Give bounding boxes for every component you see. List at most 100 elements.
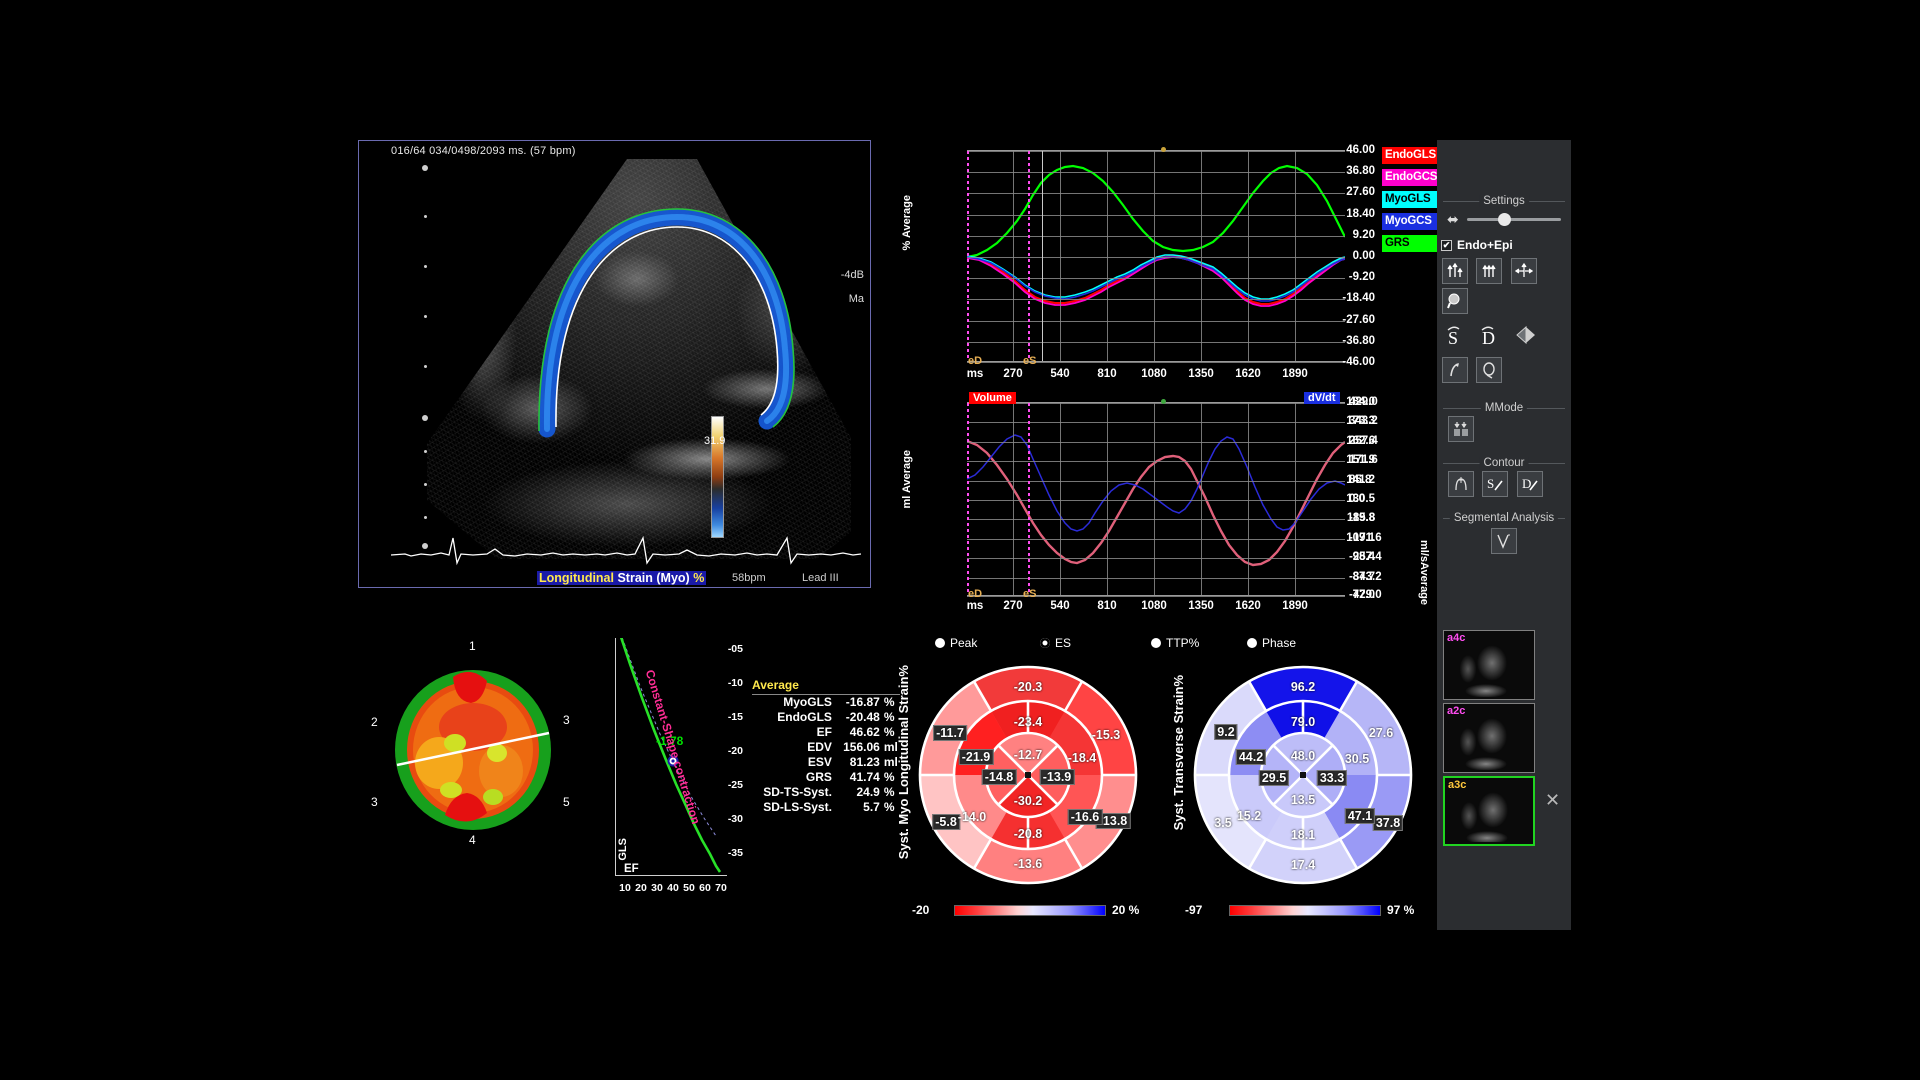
polar-map-render[interactable] <box>383 655 563 840</box>
radio-ttp-label: TTP% <box>1166 636 1200 650</box>
table-row: MyoGLS -16.87% <box>783 695 895 709</box>
view-thumbnails-list[interactable]: a4c a2c a3c <box>1443 630 1543 849</box>
thumbnail-a4c-label: a4c <box>1447 632 1466 644</box>
contour-edit-icon[interactable] <box>1448 471 1474 497</box>
ultrasound-sector-image[interactable] <box>427 159 851 559</box>
ed-cursor-line[interactable] <box>967 151 969 361</box>
bullseye-longitudinal[interactable]: Syst. Myo Longitudinal Strain% <box>896 665 1158 917</box>
volume-badge: Volume <box>969 392 1016 404</box>
seg-t-outer-5: 3.5 <box>1214 816 1232 830</box>
settings-slider-knob[interactable] <box>1497 213 1511 226</box>
settings-group-title: Settings <box>1479 195 1529 207</box>
transverse-colorbar <box>1229 905 1381 916</box>
volume-ed-cursor-line[interactable] <box>967 403 969 595</box>
sd-tools-row[interactable]: S D <box>1437 320 1571 353</box>
expand-arrows-icon[interactable] <box>1510 258 1537 284</box>
seg-t-mid-2: 30.5 <box>1344 752 1370 766</box>
table-row: EDV 156.06 ml <box>807 740 898 754</box>
depth-tick-marks <box>421 165 431 549</box>
polar-3d-map[interactable]: 1 2 3 4 5 3 <box>371 639 570 847</box>
thumbnail-a2c[interactable]: a2c <box>1443 703 1535 773</box>
volume-es-marker: eS <box>1023 588 1037 600</box>
ef-gls-plot-area[interactable]: -1.78 Constant-Shape contraction GLS EF <box>615 638 727 876</box>
trace-icon[interactable] <box>1476 357 1503 383</box>
mmode-icon[interactable] <box>1448 416 1474 442</box>
volume-top-marker[interactable] <box>1161 399 1166 404</box>
systole-s-icon[interactable]: S <box>1444 322 1470 348</box>
magnifier-icon[interactable] <box>1442 288 1468 314</box>
checkbox-box[interactable]: ✔ <box>1441 239 1452 251</box>
seg-mid-1: -23.4 <box>1013 715 1043 729</box>
contour-d-icon[interactable]: D <box>1516 471 1543 497</box>
legend-endogls[interactable]: EndoGLS <box>1382 147 1444 164</box>
seg-mid-3: -16.6 <box>1067 809 1103 825</box>
seg-outer-4: -13.6 <box>1013 857 1043 871</box>
legend-grs[interactable]: GRS <box>1382 235 1444 252</box>
ultrasound-panel[interactable]: 016/64 034/0498/2093 ms. (57 bpm) 31.9 -… <box>358 140 871 588</box>
es-cursor-line[interactable] <box>1028 151 1030 361</box>
seg-t-inner-4: 29.5 <box>1258 770 1290 786</box>
chart-top-marker[interactable] <box>1161 147 1166 152</box>
polar-label-4: 4 <box>469 833 476 847</box>
endo-epi-checkbox[interactable]: ✔ Endo+Epi <box>1441 238 1571 252</box>
thumbnail-a4c[interactable]: a4c <box>1443 630 1535 700</box>
strain-arrows-up-icon[interactable] <box>1442 258 1468 284</box>
radio-phase[interactable]: Phase <box>1247 636 1296 650</box>
flip-icon[interactable] <box>1513 322 1539 348</box>
strain-ed-marker: eD <box>968 355 983 367</box>
seg-inner-2: -13.9 <box>1039 769 1075 785</box>
contour-group: Contour S D <box>1443 454 1565 499</box>
seg-t-outer-4: 17.4 <box>1290 858 1316 872</box>
bullseye-transverse-chart[interactable] <box>1193 665 1413 885</box>
strain-y-axis-title: % Average <box>901 195 913 251</box>
legend-myogls[interactable]: MyoGLS <box>1382 191 1444 208</box>
radio-phase-dot[interactable] <box>1247 638 1257 648</box>
arrows-horizontal-icon: ⬌ <box>1447 211 1459 227</box>
strain-arrows-even-icon[interactable] <box>1476 258 1503 284</box>
average-measurements-table: Average MyoGLS -16.87% EndoGLS -20.48% EF 4… <box>752 678 900 815</box>
volume-dvdt-chart[interactable]: ml Average <box>901 392 1382 612</box>
strain-legend[interactable]: EndoGLS EndoGCS MyoGLS MyoGCS GRS <box>1382 147 1444 257</box>
rotate-icon[interactable] <box>1442 357 1468 383</box>
strain-curve-chart[interactable]: % Average <box>901 144 1375 380</box>
radio-ttp-dot[interactable] <box>1151 638 1161 648</box>
svg-text:D: D <box>1482 328 1495 348</box>
bullseye-longitudinal-chart[interactable] <box>918 665 1138 885</box>
table-row: ESV 81.23 ml <box>807 755 898 769</box>
contour-s-icon[interactable]: S <box>1482 471 1509 497</box>
radio-peak[interactable]: Peak <box>935 636 977 650</box>
radio-es[interactable]: ES <box>1040 636 1071 650</box>
analysis-mode-radio-group[interactable]: Peak ES TTP% Phase <box>935 636 1335 656</box>
diastole-d-icon[interactable]: D <box>1478 322 1504 348</box>
segmental-analysis-icon[interactable] <box>1491 528 1517 554</box>
seg-mid-2: -18.4 <box>1067 751 1097 765</box>
bullseye-longitudinal-title: Syst. Myo Longitudinal Strain% <box>896 665 911 860</box>
trace-tools-row[interactable] <box>1437 355 1571 385</box>
ef-gls-curves <box>619 638 722 873</box>
transverse-scale-min: -97 <box>1185 903 1203 917</box>
contour-group-title: Contour <box>1479 457 1529 469</box>
bullseye-transverse[interactable]: Syst. Transverse Strain% <box>1171 665 1433 917</box>
ef-gls-plot[interactable]: -1.78 Constant-Shape contraction GLS EF … <box>585 630 745 920</box>
arrow-tools-row[interactable] <box>1437 256 1571 316</box>
table-row: EF 46.62% <box>816 725 895 739</box>
settings-slider[interactable] <box>1466 213 1561 226</box>
polar-label-1: 1 <box>469 639 476 653</box>
seg-outer-6: -11.7 <box>933 725 967 741</box>
legend-endogcs[interactable]: EndoGCS <box>1382 169 1444 186</box>
legend-myogcs[interactable]: MyoGCS <box>1382 213 1444 230</box>
mmode-group-title: MMode <box>1480 402 1528 414</box>
seg-mid-4: -20.8 <box>1013 827 1043 841</box>
volume-es-cursor-line[interactable] <box>1028 403 1030 595</box>
seg-t-outer-1: 96.2 <box>1290 680 1316 694</box>
thumbnail-a3c[interactable]: a3c <box>1443 776 1535 846</box>
table-row: GRS 41.74% <box>805 770 895 784</box>
radio-es-dot[interactable] <box>1040 638 1050 648</box>
seg-inner-1: -12.7 <box>1013 748 1043 762</box>
svg-text:D: D <box>1522 476 1531 491</box>
segmental-analysis-group: Segmental Analysis <box>1443 509 1565 556</box>
radio-peak-dot[interactable] <box>935 638 945 648</box>
settings-slider-row[interactable]: ⬌ <box>1443 203 1565 230</box>
radio-ttp[interactable]: TTP% <box>1151 636 1199 650</box>
close-icon[interactable]: ✕ <box>1545 790 1561 810</box>
